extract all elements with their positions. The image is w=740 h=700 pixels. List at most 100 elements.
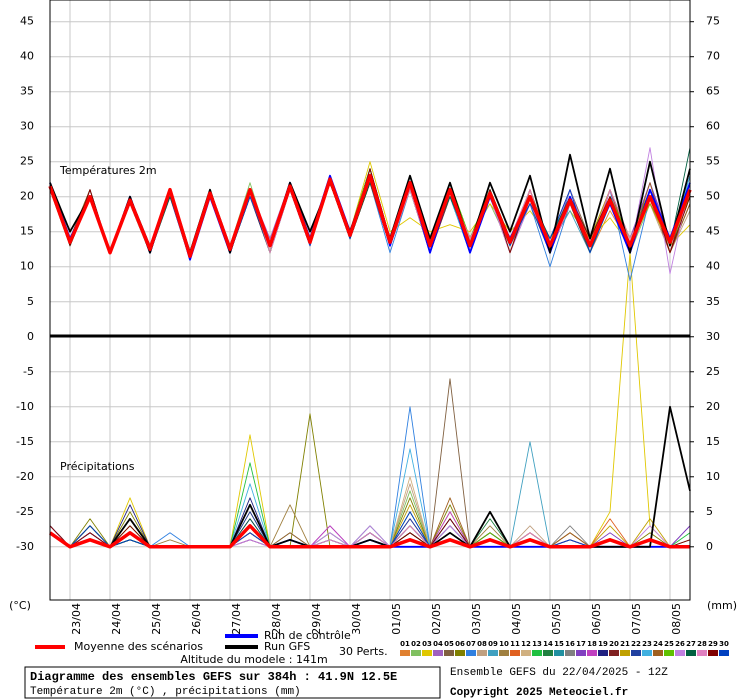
y2-tick-label: 5 [706, 505, 713, 518]
y2-tick-label: 45 [706, 225, 720, 238]
legend-swatch [466, 650, 476, 656]
legend-label: 14 [543, 640, 553, 648]
legend-swatch [400, 650, 410, 656]
y-tick-label: 5 [27, 295, 34, 308]
y2-tick-label: 60 [706, 120, 720, 133]
legend-swatch [697, 650, 707, 656]
legend-swatch [433, 650, 443, 656]
legend-label: Run GFS [264, 640, 310, 653]
y-unit: (°C) [9, 599, 31, 612]
y2-tick-label: 20 [706, 400, 720, 413]
title-box [24, 666, 441, 699]
legend-swatch [444, 650, 454, 656]
y2-tick-label: 25 [706, 365, 720, 378]
subtitle: Température 2m (°C) , précipitations (mm… [30, 686, 301, 698]
x-tick-label: 08/05 [670, 603, 683, 635]
legend-label: 20 [609, 640, 619, 648]
x-tick-label: 06/05 [590, 603, 603, 635]
y-tick-label: 0 [27, 330, 34, 343]
y-tick-label: -20 [16, 470, 34, 483]
legend-label: 06 [455, 640, 465, 648]
x-tick-label: 25/04 [150, 603, 163, 635]
legend-label: 23 [642, 640, 652, 648]
y-tick-label: 40 [20, 50, 34, 63]
legend-label: 10 [499, 640, 509, 648]
legend-label: 24 [653, 640, 663, 648]
y-tick-label: 45 [20, 15, 34, 28]
legend-label: 30 [719, 640, 729, 648]
legend-label: 18 [587, 640, 597, 648]
legend-swatch [455, 650, 465, 656]
legend-swatch [510, 650, 520, 656]
legend-label: Run de contrôle [264, 629, 351, 642]
y2-tick-label: 15 [706, 435, 720, 448]
temperature-line [48, 173, 692, 258]
legend-label: 25 [664, 640, 674, 648]
legend-swatch [719, 650, 729, 656]
run-info: Ensemble GEFS du 22/04/2025 - 12Z [450, 667, 668, 679]
legend-swatch [631, 650, 641, 656]
x-tick-label: 26/04 [190, 603, 203, 635]
legend-swatch [499, 650, 509, 656]
x-tick-label: 04/05 [510, 603, 523, 635]
y-tick-label: 25 [20, 155, 34, 168]
legend-label: 26 [675, 640, 685, 648]
y-tick-label: 10 [20, 260, 34, 273]
x-tick-label: 01/05 [390, 603, 403, 635]
legend-label: 22 [631, 640, 641, 648]
y2-tick-label: 55 [706, 155, 720, 168]
perts-label: 30 Perts. [339, 645, 388, 658]
legend-label: 13 [532, 640, 542, 648]
y-tick-label: -15 [16, 435, 34, 448]
legend-label: 03 [422, 640, 432, 648]
x-tick-label: 30/04 [350, 603, 363, 635]
y-tick-label: -30 [16, 540, 34, 553]
legend-label: 29 [708, 640, 718, 648]
legend-swatch [477, 650, 487, 656]
x-tick-label: 05/05 [550, 603, 563, 635]
legend-label: 09 [488, 640, 498, 648]
legend-label: 27 [686, 640, 696, 648]
y-tick-label: 20 [20, 190, 34, 203]
x-tick-label: 03/05 [470, 603, 483, 635]
legend-label: 02 [411, 640, 421, 648]
legend-swatch [411, 650, 421, 656]
legend-label: 15 [554, 640, 564, 648]
x-tick-label: 24/04 [110, 603, 123, 635]
legend-swatch [565, 650, 575, 656]
plot-frame [49, 0, 691, 601]
legend-label: 28 [697, 640, 707, 648]
legend-swatch [422, 650, 432, 656]
precip-label: Précipitations [60, 460, 135, 473]
legend-swatch [488, 650, 498, 656]
y-tick-label: -10 [16, 400, 34, 413]
y2-tick-label: 50 [706, 190, 720, 203]
x-tick-label: 07/05 [630, 603, 643, 635]
legend-swatch [554, 650, 564, 656]
y2-tick-label: 75 [706, 15, 720, 28]
legend-swatch [532, 650, 542, 656]
legend-swatch [598, 650, 608, 656]
precipitation-line [48, 524, 690, 549]
legend-swatch [642, 650, 652, 656]
legend-swatch [576, 650, 586, 656]
y-tick-label: 30 [20, 120, 34, 133]
y-tick-label: -25 [16, 505, 34, 518]
legend-swatch [543, 650, 553, 656]
legend-swatch [609, 650, 619, 656]
legend-swatch [664, 650, 674, 656]
legend-label: Moyenne des scénarios [74, 640, 203, 653]
legend-label: 21 [620, 640, 630, 648]
legend-label: 01 [400, 640, 410, 648]
legend-swatch [675, 650, 685, 656]
y-tick-label: 35 [20, 85, 34, 98]
y2-tick-label: 70 [706, 50, 720, 63]
copyright: Copyright 2025 Meteociel.fr [450, 687, 628, 699]
y2-tick-label: 65 [706, 85, 720, 98]
legend-label: 12 [521, 640, 531, 648]
legend-swatch [521, 650, 531, 656]
x-tick-label: 27/04 [230, 603, 243, 635]
legend-label: 07 [466, 640, 476, 648]
x-tick-label: 02/05 [430, 603, 443, 635]
